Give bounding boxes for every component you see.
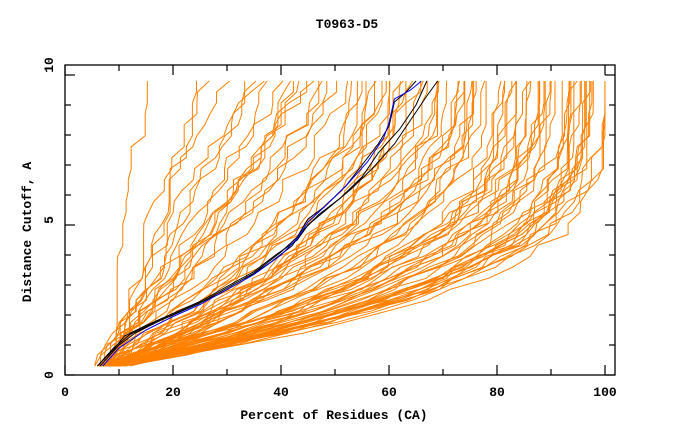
model-curve	[104, 81, 606, 367]
x-tick-label: 0	[61, 385, 69, 400]
model-black-3-line	[99, 80, 428, 367]
model-curve	[110, 81, 246, 367]
x-tick-label: 80	[489, 385, 505, 400]
model-curve	[104, 81, 375, 367]
y-tick-label: 10	[42, 57, 57, 73]
model-curve	[94, 81, 338, 367]
model-curve	[99, 80, 460, 367]
model-curve	[100, 80, 323, 367]
model-curve	[107, 81, 552, 367]
model-curve	[108, 81, 591, 367]
model-curve	[117, 81, 197, 367]
model-curve	[104, 80, 265, 367]
model-curve	[109, 81, 575, 367]
model-curve	[105, 81, 606, 367]
model-curve	[105, 80, 517, 367]
model-curve	[111, 80, 414, 367]
model-curve	[116, 81, 540, 367]
model-curve	[111, 81, 363, 367]
y-tick-labels: 0 5 10	[42, 57, 57, 379]
model-curve	[124, 81, 546, 367]
model-curve	[119, 80, 578, 367]
model-curve	[99, 80, 268, 366]
x-tick-label: 60	[381, 385, 397, 400]
model-curve	[105, 81, 606, 367]
model-curve	[124, 80, 448, 367]
model-curve	[102, 81, 593, 367]
model-curve	[104, 80, 532, 367]
model-black-2-line	[97, 80, 439, 367]
model-curve	[109, 81, 148, 366]
model-curve	[103, 81, 320, 367]
model-curve	[101, 80, 315, 367]
y-axis-label: Distance Cutoff, A	[20, 162, 35, 303]
model-curves-orange	[94, 80, 606, 367]
model-curve	[112, 81, 439, 367]
y-tick-label: 5	[42, 216, 57, 224]
model-curve	[113, 80, 230, 366]
model-curve	[129, 81, 591, 367]
model-curve	[103, 81, 390, 367]
chart-title: T0963-D5	[316, 17, 379, 32]
axis-ticks	[64, 65, 615, 376]
model-curve	[117, 80, 502, 367]
model-curves-highlight	[97, 80, 439, 367]
x-tick-label: 40	[273, 385, 289, 400]
model-curve	[104, 81, 294, 367]
model-curve	[113, 81, 541, 367]
model-curve	[105, 80, 439, 367]
x-tick-label: 20	[165, 385, 181, 400]
model-black-1-line	[97, 80, 417, 367]
model-curve	[116, 80, 404, 367]
model-curve	[103, 81, 487, 367]
x-axis-label: Percent of Residues (CA)	[240, 408, 427, 423]
model-curve	[109, 81, 438, 367]
model-curve	[99, 80, 486, 367]
model-curve	[112, 80, 528, 367]
model-curve	[107, 80, 424, 367]
model-curve	[102, 80, 473, 367]
model-blue-line	[102, 80, 422, 367]
model-curve	[105, 81, 545, 367]
model-curve	[101, 80, 352, 367]
model-curve	[117, 81, 539, 367]
x-tick-labels: 0 20 40 60 80 100	[61, 385, 617, 400]
y-tick-label: 0	[42, 371, 57, 379]
model-curve	[114, 81, 475, 367]
model-curve	[108, 80, 349, 366]
x-tick-label: 100	[593, 385, 617, 400]
model-curve	[107, 80, 377, 367]
model-curve	[98, 81, 477, 367]
model-curve	[102, 81, 474, 367]
model-curve	[113, 81, 383, 367]
plot-frame	[64, 64, 616, 376]
